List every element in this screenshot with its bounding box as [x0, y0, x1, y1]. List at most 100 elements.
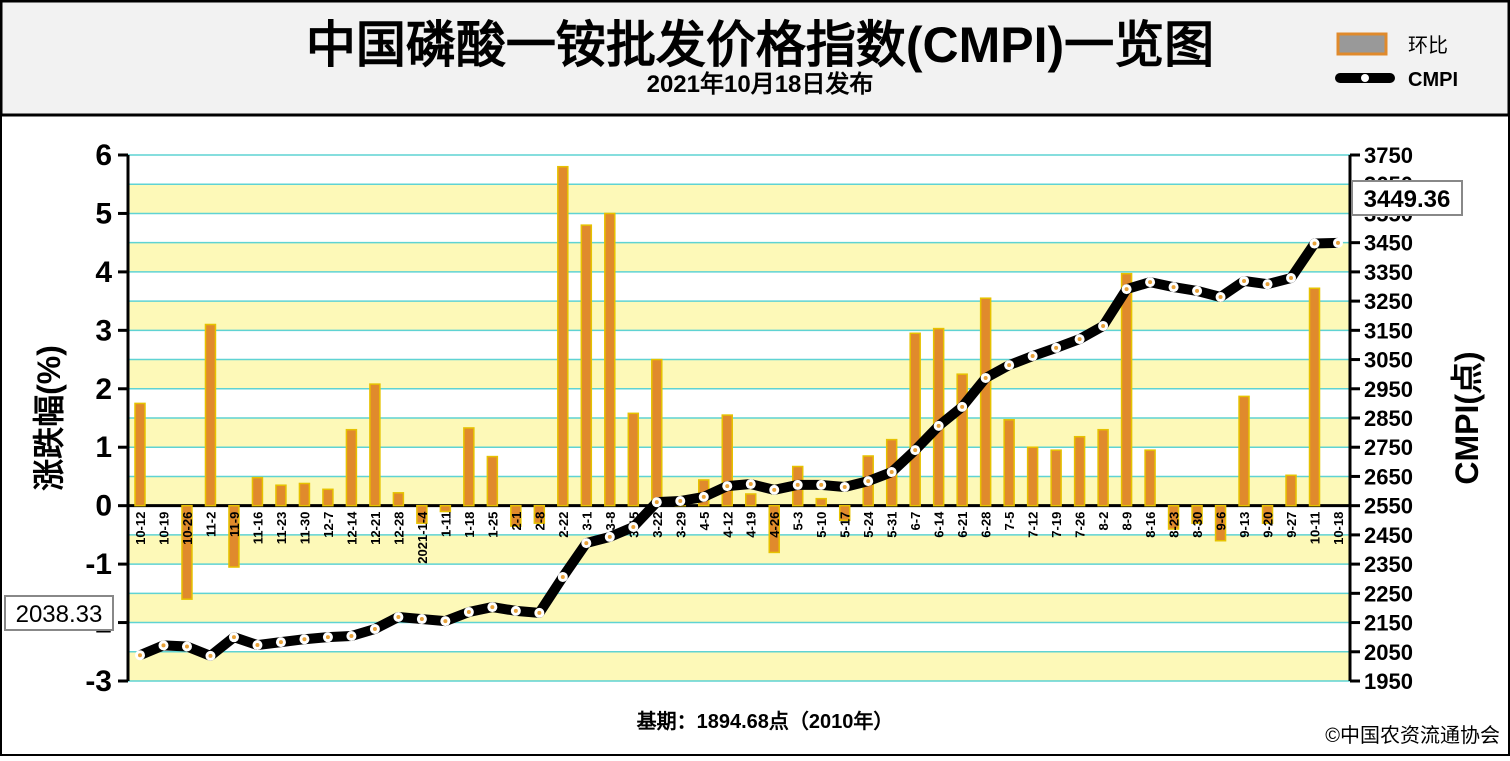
- y2-tick-label: 3350: [1364, 260, 1413, 285]
- y2-tick-label: 2250: [1364, 581, 1413, 606]
- point-center: [208, 653, 213, 658]
- subtitle: 2021年10月18日发布: [647, 70, 874, 98]
- point-center: [654, 500, 659, 505]
- point-center: [231, 635, 236, 640]
- header: [0, 0, 1510, 117]
- point-center: [1289, 276, 1294, 281]
- point-center: [913, 448, 918, 453]
- bar: [1285, 474, 1297, 507]
- band: [128, 184, 1350, 214]
- bar: [416, 504, 428, 524]
- x-tick-label: 11-2: [203, 512, 218, 537]
- line: [138, 237, 1339, 661]
- x-tick-label: 2-22: [556, 512, 571, 538]
- value-label-box: [4, 595, 114, 631]
- x-tick-label: 11-30: [297, 512, 312, 545]
- bar: [838, 504, 851, 522]
- bar: [486, 455, 499, 507]
- point-center: [1148, 280, 1153, 285]
- bar: [557, 165, 569, 507]
- point-center: [278, 640, 283, 645]
- point-center: [537, 610, 542, 615]
- x-tick-label: 10-12: [133, 512, 148, 545]
- x-tick-label: 6-28: [979, 512, 994, 538]
- bar: [533, 504, 546, 524]
- point-center: [1195, 288, 1200, 293]
- point-center: [983, 375, 988, 380]
- point-center: [1218, 295, 1223, 300]
- point-center: [772, 487, 777, 492]
- y-tick-label: 4: [95, 256, 112, 289]
- point-center: [1265, 282, 1270, 287]
- bar: [1097, 428, 1109, 507]
- bar: [322, 488, 334, 507]
- point-center: [302, 637, 307, 642]
- point-center: [889, 470, 894, 475]
- x-tick-label: 12-21: [368, 512, 383, 545]
- band: [128, 534, 1350, 565]
- x-tick-label: 1-11: [438, 512, 453, 537]
- bar: [134, 402, 146, 507]
- legend-marker: [1361, 74, 1369, 82]
- bar: [439, 504, 452, 513]
- bar: [228, 504, 240, 568]
- bar: [181, 504, 193, 600]
- bar: [1308, 287, 1321, 507]
- point-center: [1077, 337, 1082, 342]
- bar: [1144, 449, 1156, 507]
- point-center: [490, 605, 495, 610]
- x-tick-label: 5-24: [861, 511, 876, 538]
- y2-axis-title: CMPI(点): [1449, 351, 1485, 484]
- y-tick-label: 5: [95, 197, 112, 230]
- y2-tick-label: 2350: [1364, 552, 1413, 577]
- bar: [1073, 435, 1086, 507]
- y2-tick-label: 2950: [1364, 377, 1413, 402]
- x-tick-label: 12-7: [321, 512, 336, 538]
- point-center: [1171, 285, 1176, 290]
- x-tick-label: 5-31: [885, 512, 900, 538]
- bar: [1238, 395, 1250, 507]
- x-tick-label: 4-26: [767, 512, 782, 538]
- x-tick-label: 6-21: [955, 512, 970, 538]
- point-center: [161, 643, 166, 648]
- note: 基期：1894.68点（2010年）: [637, 709, 894, 733]
- point-center: [255, 643, 260, 648]
- bar: [251, 476, 264, 507]
- bar: [604, 212, 616, 507]
- point-center: [396, 615, 401, 620]
- point-center: [138, 653, 142, 658]
- x-tick-label: 7-12: [1026, 512, 1041, 538]
- x-tick-label: 9-27: [1284, 512, 1299, 538]
- y2-tick-label: 1950: [1364, 669, 1413, 694]
- x-tick-label: 3-29: [673, 512, 688, 538]
- bar: [1026, 446, 1039, 507]
- point-center: [466, 610, 471, 615]
- point-center: [1312, 241, 1317, 246]
- legend-label: 环比: [1408, 34, 1448, 57]
- point-center: [1030, 354, 1035, 359]
- point-center: [678, 498, 683, 503]
- x-tick-label: 1-18: [462, 512, 477, 538]
- band: [128, 301, 1350, 331]
- bar: [204, 323, 217, 507]
- x-tick-label: 7-19: [1049, 512, 1064, 538]
- x-tick-label: 2-1: [509, 512, 524, 531]
- x-tick-label: 3-1: [579, 512, 594, 531]
- x-tick-label: 5-10: [814, 512, 829, 538]
- bar: [651, 358, 663, 507]
- y2-tick-label: 2750: [1364, 435, 1413, 460]
- y-tick-label: 3: [95, 314, 112, 347]
- band: [128, 242, 1350, 272]
- point-center: [866, 479, 871, 484]
- bar: [909, 332, 921, 507]
- bar: [979, 297, 992, 507]
- point-center: [960, 404, 965, 409]
- y2-tick-label: 2650: [1364, 464, 1413, 489]
- band: [128, 593, 1350, 623]
- point-center: [701, 494, 706, 499]
- x-tick-label: 12-14: [344, 511, 359, 545]
- x-tick-label: 10-11: [1308, 512, 1323, 545]
- x-tick-label: 11-16: [250, 512, 265, 545]
- point-center: [372, 626, 377, 631]
